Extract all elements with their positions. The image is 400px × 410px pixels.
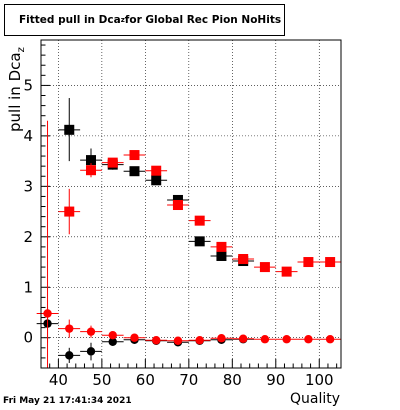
chart-title-subscript: z	[120, 16, 125, 24]
y-tick-label: 5	[23, 76, 33, 94]
chart-title-suffix: for Global Rec Pion NoHits	[124, 14, 282, 26]
data-point-square	[325, 257, 336, 268]
svg-text:pull in Dcaz: pull in Dcaz	[6, 47, 27, 132]
x-tick-label: 70	[179, 371, 198, 389]
data-point-square	[303, 257, 314, 268]
data-point-square	[64, 206, 75, 217]
data-point-circle	[86, 327, 96, 336]
data-point-circle	[217, 334, 226, 343]
data-point-circle	[130, 333, 139, 342]
data-point-square	[129, 150, 140, 161]
y-tick-label: 0	[23, 329, 33, 347]
data-point-circle	[325, 335, 335, 344]
data-point-circle	[195, 336, 204, 345]
y-tick-label: 3	[23, 177, 33, 195]
chart-title-main: Fitted pull in Dca	[19, 14, 121, 26]
y-axis-label-text: pull in Dca	[6, 52, 24, 132]
data-point-circle	[108, 337, 117, 346]
data-point-square	[216, 250, 227, 261]
series-0	[58, 98, 255, 267]
data-point-square	[216, 241, 227, 252]
y-axis-label-subscript: z	[16, 47, 27, 52]
data-point-square	[194, 215, 205, 226]
plot-frame	[40, 39, 342, 369]
data-point-square	[194, 236, 205, 247]
y-axis-label: pull in Dcaz	[6, 47, 27, 132]
x-tick-label: 40	[49, 371, 68, 389]
data-point-circle	[86, 347, 96, 356]
axis-ticks: 40 50 60 70 80 90 100 0 1 2 3 4 5	[23, 44, 338, 389]
data-point-circle	[108, 331, 117, 340]
x-axis-label: Quality	[289, 391, 340, 407]
data-point-square	[281, 266, 292, 277]
y-tick-label: 1	[23, 278, 33, 296]
grid-lines	[41, 40, 341, 368]
y-tick-label: 2	[23, 228, 33, 246]
data-point-circle	[304, 335, 313, 344]
data-point-circle	[173, 336, 183, 345]
data-point-square	[172, 200, 183, 211]
timestamp-label: Fri May 21 17:41:34 2021	[3, 396, 132, 406]
data-points	[36, 98, 341, 368]
data-point-circle	[282, 335, 291, 344]
data-point-square	[64, 124, 75, 135]
data-point-square	[151, 165, 162, 176]
data-point-circle	[152, 336, 161, 345]
data-point-square	[107, 157, 118, 168]
data-point-square	[129, 166, 140, 177]
x-tick-label: 80	[223, 371, 242, 389]
data-point-square	[172, 194, 183, 205]
x-tick-label: 60	[136, 371, 155, 389]
y-tick-label: 4	[23, 127, 33, 145]
data-point-square	[238, 254, 249, 265]
x-tick-label: 100	[305, 371, 334, 389]
data-point-circle	[43, 309, 52, 318]
data-point-circle	[260, 335, 270, 344]
data-point-circle	[65, 351, 74, 360]
data-point-circle	[65, 324, 74, 333]
series-2	[58, 150, 341, 277]
data-point-square	[86, 165, 96, 176]
x-tick-label: 50	[92, 371, 111, 389]
data-point-square	[151, 175, 162, 186]
data-point-square	[259, 262, 270, 273]
chart-title: Fitted pull in Dca z for Global Rec Pion …	[4, 4, 285, 36]
x-tick-label: 90	[266, 371, 285, 389]
series-3	[36, 120, 341, 368]
data-point-circle	[238, 334, 248, 343]
data-point-square	[86, 155, 96, 166]
